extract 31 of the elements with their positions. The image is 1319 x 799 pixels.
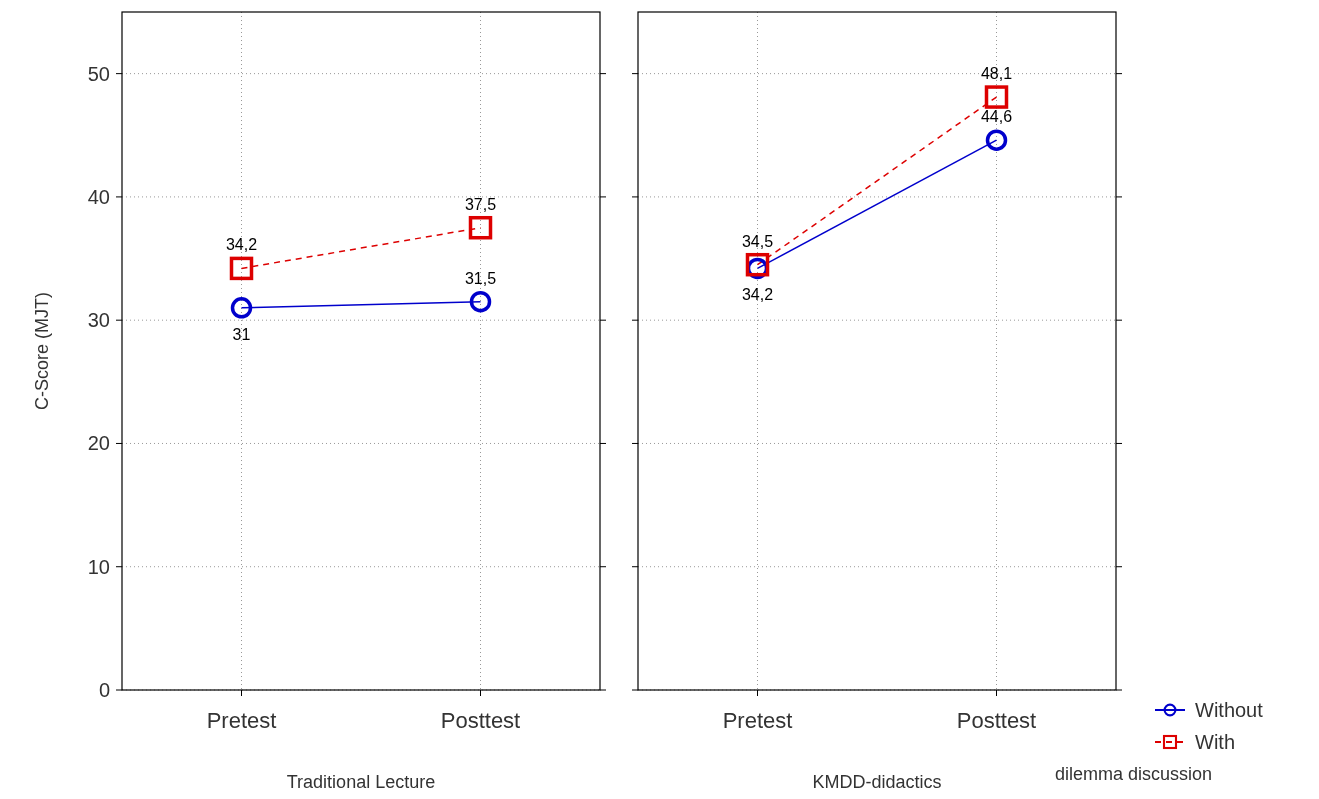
data-label: 31: [232, 325, 251, 343]
point: [468, 215, 493, 240]
legend-label: Without: [1195, 699, 1264, 721]
legend-title: dilemma discussion: [1055, 764, 1213, 784]
x-axis-title: Traditional Lecture: [286, 772, 436, 792]
data-label: 31,5: [464, 269, 497, 287]
x-tick-label: Posttest: [440, 708, 521, 733]
point: [985, 129, 1008, 151]
y-tick-label: 10: [87, 555, 110, 578]
data-label: 44,6: [980, 108, 1013, 126]
x-tick-label: Pretest: [206, 708, 277, 733]
point: [984, 85, 1009, 109]
data-label: 34,2: [741, 286, 774, 304]
data-label: 34,2: [225, 236, 258, 254]
legend-label: With: [1195, 731, 1235, 753]
point: [745, 252, 770, 277]
y-tick-label: 50: [87, 62, 110, 85]
data-label: 34,5: [741, 232, 774, 250]
point: [230, 297, 253, 319]
x-axis-title: KMDD-didactics: [812, 772, 942, 792]
x-tick-label: Posttest: [956, 708, 1037, 733]
point: [229, 256, 254, 281]
point: [469, 290, 492, 313]
y-tick-label: 40: [87, 185, 110, 208]
data-label: 37,5: [464, 195, 497, 213]
y-tick-label: 0: [98, 679, 110, 701]
y-tick-label: 30: [87, 309, 110, 332]
data-label: 48,1: [980, 65, 1013, 83]
y-axis-title: C-Score (MJT): [32, 292, 52, 410]
y-tick-label: 20: [87, 432, 110, 455]
x-tick-label: Pretest: [722, 708, 793, 733]
